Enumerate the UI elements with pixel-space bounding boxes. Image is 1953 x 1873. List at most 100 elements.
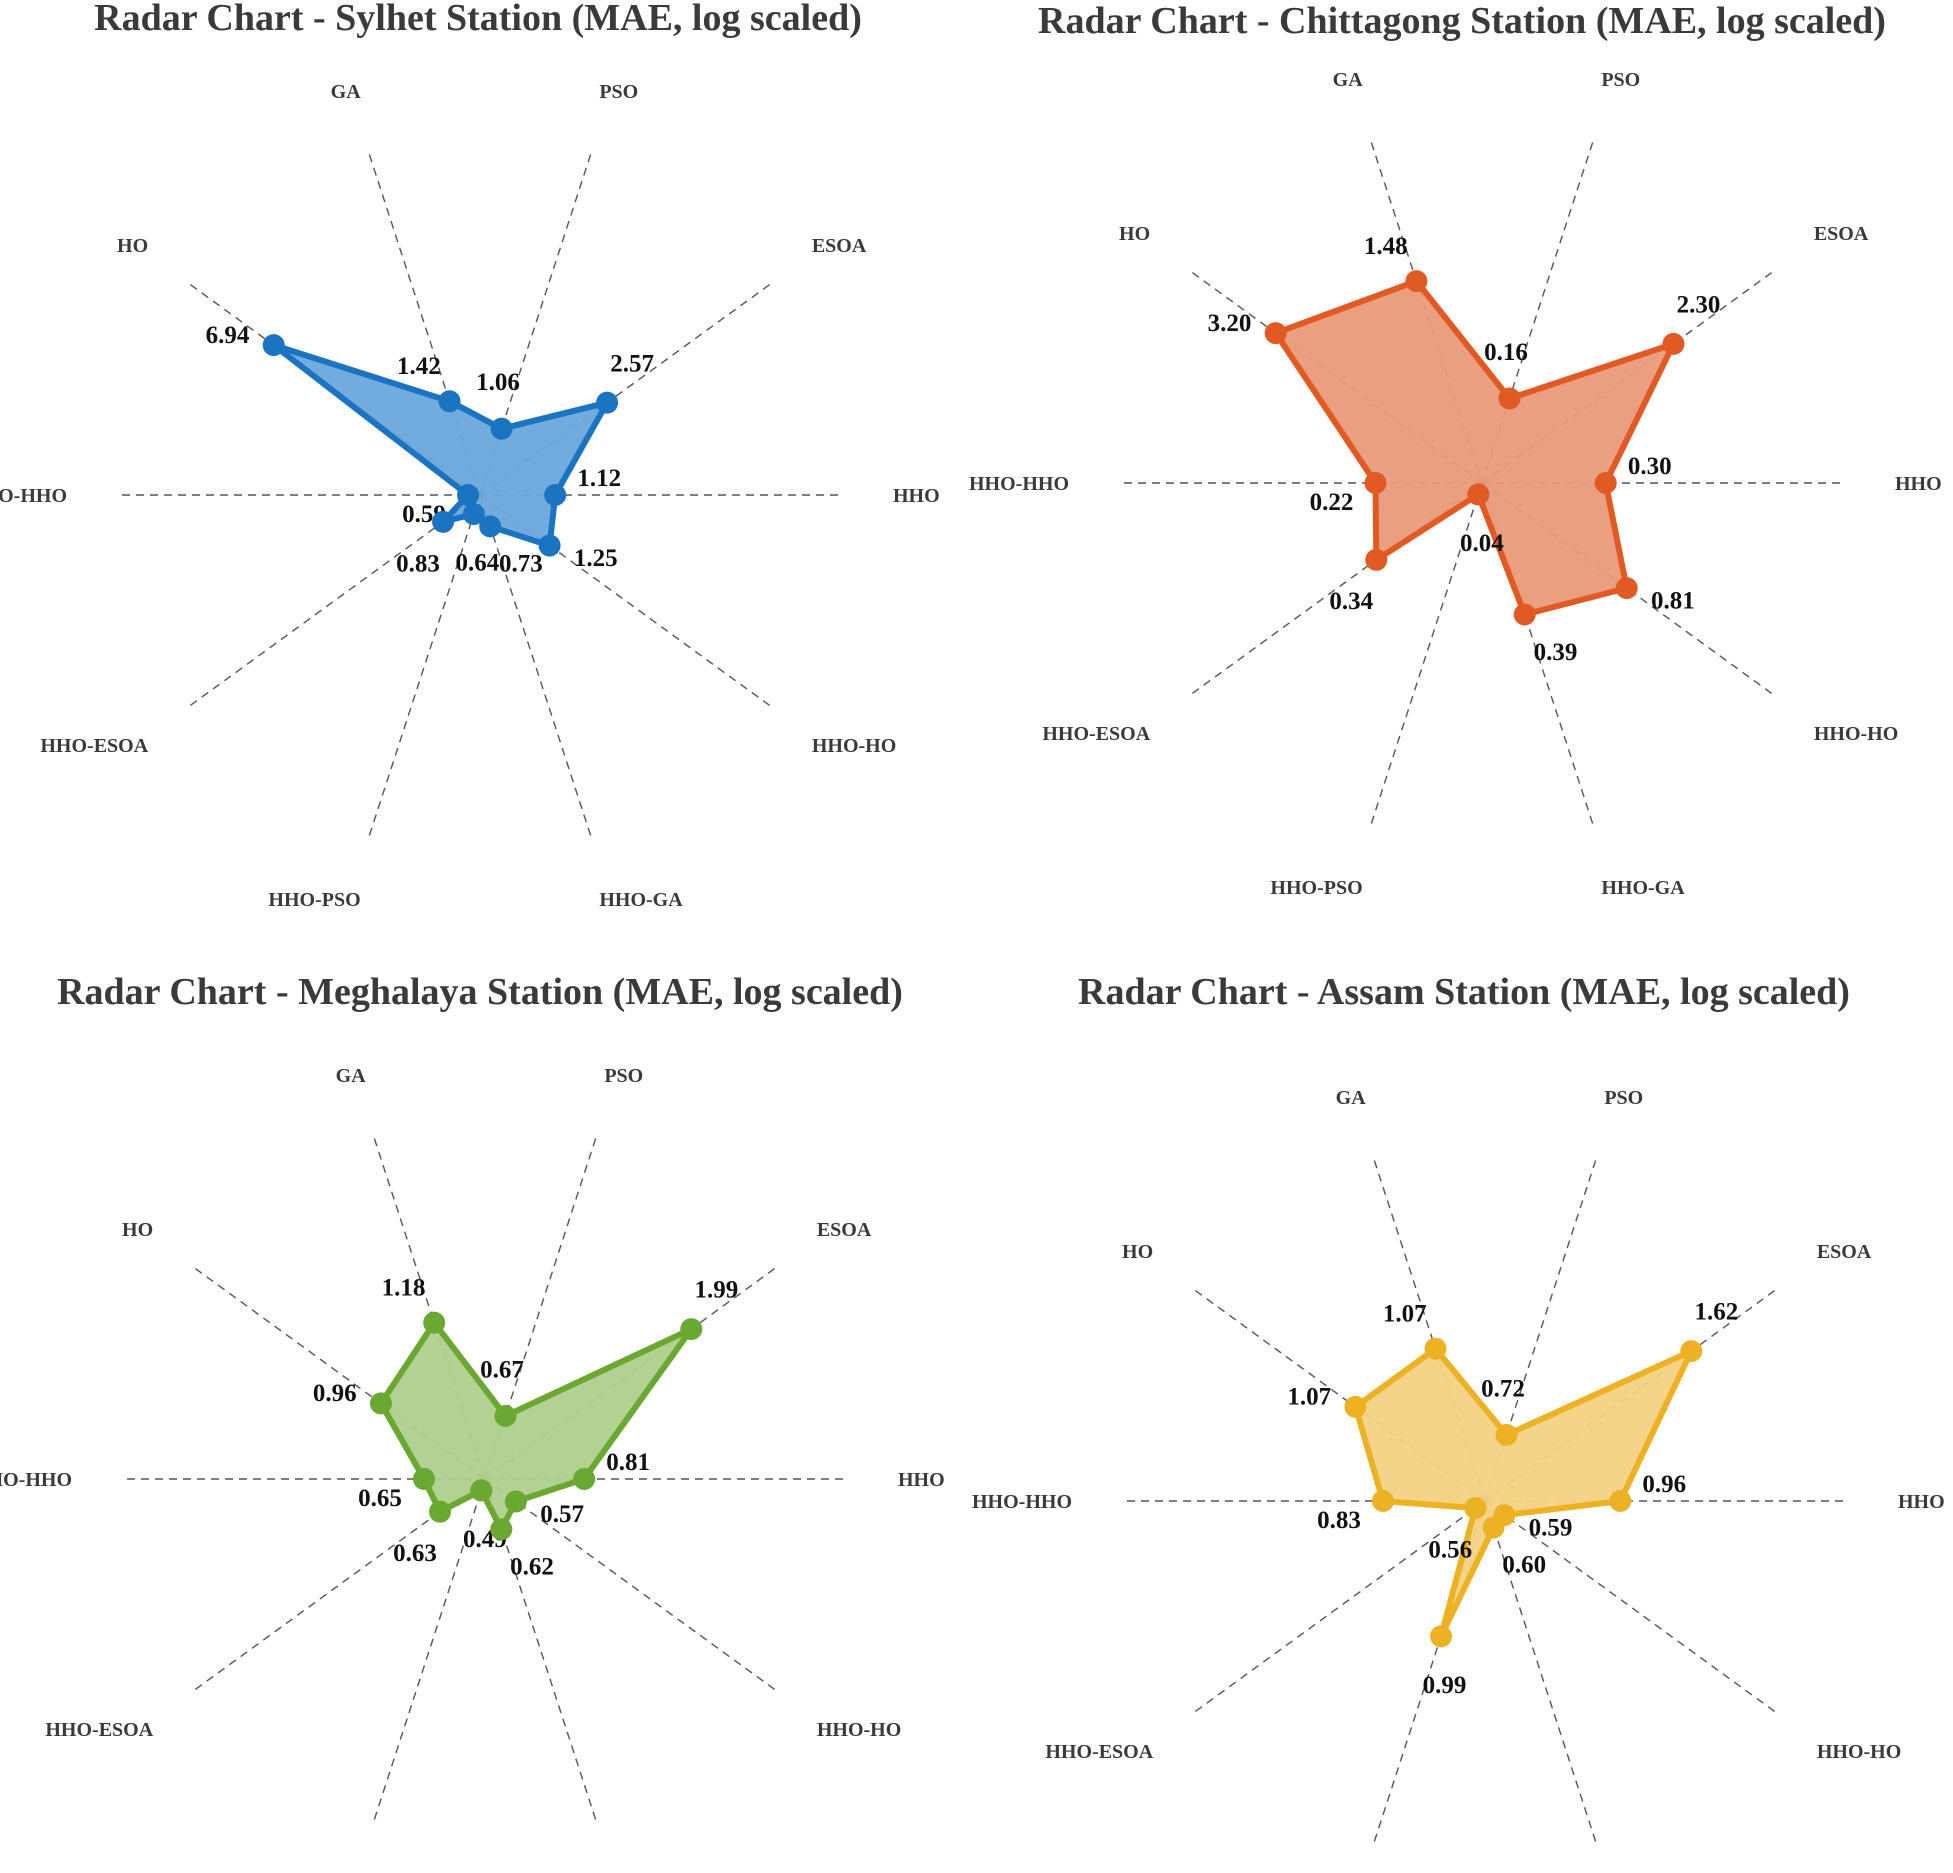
axis-label-hho-hho: HHO-HHO: [969, 473, 1069, 495]
axis-label-ga: GA: [1333, 69, 1364, 91]
data-label-hho: 0.30: [1628, 453, 1672, 480]
axis-label-esoa: ESOA: [812, 235, 867, 257]
data-label-ga: 1.48: [1364, 233, 1408, 260]
data-point-hho-hho: [1371, 1490, 1394, 1512]
data-label-hho: 0.96: [1642, 1471, 1686, 1498]
data-point-hho: [1594, 472, 1617, 494]
axis-label-hho-esoa: HHO-ESOA: [1042, 723, 1150, 745]
data-point-ho: [1344, 1395, 1367, 1418]
axis-spoke-hho-esoa: [188, 494, 481, 708]
data-point-hho-hho: [457, 484, 479, 506]
axis-label-hho-ga: HHO-GA: [599, 889, 683, 911]
axis-label-hho-ho: HHO-HO: [812, 735, 896, 757]
meghalaya-radar-chart: Radar Chart - Meghalaya Station (MAE, lo…: [0, 971, 945, 1822]
axis-spoke-hho-esoa: [1193, 1500, 1486, 1714]
data-point-hho-hho: [413, 1468, 436, 1490]
axis-label-hho: HHO: [1895, 473, 1942, 495]
axis-label-hho-esoa: HHO-ESOA: [40, 735, 148, 757]
data-point-hho-ga: [479, 515, 502, 538]
data-point-hho: [544, 484, 567, 506]
data-label-hho-ho: 0.81: [1651, 587, 1695, 614]
data-label-hho-hho: 0.22: [1310, 489, 1354, 516]
axis-label-ga: GA: [331, 81, 362, 103]
data-label-ho: 0.96: [313, 1380, 357, 1407]
axis-label-ho: HO: [1119, 223, 1150, 245]
data-label-hho-esoa: 0.34: [1329, 588, 1373, 615]
data-label-esoa: 1.62: [1694, 1299, 1738, 1326]
data-point-ga: [1424, 1337, 1447, 1360]
data-label-hho-ga: 0.39: [1534, 639, 1578, 666]
series-area: [378, 1319, 695, 1533]
data-point-esoa: [596, 391, 619, 414]
chart-title: Radar Chart - Chittagong Station (MAE, l…: [1038, 0, 1886, 42]
sylhet-radar-chart: Radar Chart - Sylhet Station (MAE, log s…: [0, 0, 940, 911]
data-point-hho-pso: [462, 503, 485, 526]
data-point-hho-esoa: [1365, 548, 1388, 571]
data-label-hho-ho: 1.25: [574, 545, 618, 572]
axis-label-hho-esoa: HHO-ESOA: [1045, 1741, 1153, 1763]
data-point-hho: [573, 1468, 596, 1490]
data-label-ga: 1.07: [1383, 1300, 1427, 1327]
data-point-pso: [494, 1404, 517, 1427]
data-point-esoa: [680, 1318, 703, 1341]
data-point-pso: [490, 417, 513, 440]
data-label-esoa: 2.57: [610, 350, 654, 377]
axis-label-hho-ho: HHO-HO: [1814, 723, 1898, 745]
data-label-esoa: 1.99: [694, 1277, 738, 1304]
data-point-hho-ho: [1615, 577, 1638, 600]
data-label-ga: 1.18: [382, 1274, 426, 1301]
data-point-esoa: [1680, 1340, 1703, 1363]
data-point-ga: [438, 390, 461, 413]
axis-label-esoa: ESOA: [817, 1219, 872, 1241]
axis-label-hho-ga: HHO-GA: [1601, 877, 1685, 899]
chart-title: Radar Chart - Meghalaya Station (MAE, lo…: [57, 971, 903, 1013]
axis-label-ga: GA: [336, 1065, 367, 1087]
axis-label-hho-hho: HHO-HHO: [0, 1469, 72, 1491]
data-label-hho-ho: 0.57: [540, 1501, 584, 1528]
axis-label-hho-ho: HHO-HO: [1817, 1741, 1901, 1763]
data-label-hho-pso: 0.64: [455, 549, 499, 576]
data-point-hho-pso: [1430, 1625, 1453, 1648]
axis-label-pso: PSO: [1601, 69, 1640, 91]
data-point-esoa: [1662, 332, 1685, 355]
data-point-hho-esoa: [429, 1500, 452, 1523]
data-label-hho-ga: 0.73: [499, 551, 543, 578]
axis-label-hho-pso: HHO-PSO: [1270, 877, 1362, 899]
axis-label-esoa: ESOA: [1814, 223, 1869, 245]
data-label-hho-esoa: 0.83: [396, 550, 440, 577]
data-label-hho-ga: 0.60: [1502, 1552, 1546, 1579]
axis-label-hho: HHO: [1898, 1491, 1945, 1513]
data-point-hho-esoa: [432, 510, 455, 533]
data-label-hho: 1.12: [577, 465, 621, 492]
axis-spoke-hho-ho: [484, 1478, 777, 1692]
data-label-hho-esoa: 0.63: [393, 1540, 437, 1567]
data-point-pso: [1495, 1423, 1518, 1446]
axis-label-hho-ho: HHO-HO: [817, 1719, 901, 1741]
data-point-ga: [1405, 270, 1428, 293]
data-label-esoa: 2.30: [1677, 291, 1721, 318]
axis-spoke-hho-pso: [368, 494, 481, 838]
data-point-hho-esoa: [1464, 1497, 1487, 1520]
chart-title: Radar Chart - Assam Station (MAE, log sc…: [1078, 971, 1850, 1013]
data-point-ho: [369, 1392, 392, 1415]
axis-label-ho: HO: [1122, 1241, 1153, 1263]
axis-spoke-hho-ga: [479, 494, 592, 838]
data-label-hho-ho: 0.59: [1529, 1514, 1573, 1541]
data-point-hho-ga: [490, 1518, 513, 1541]
data-label-ho: 6.94: [206, 322, 250, 349]
data-label-ho: 3.20: [1208, 310, 1252, 337]
data-label-hho: 0.81: [606, 1449, 650, 1476]
axis-label-hho-hho: HHO-HHO: [0, 485, 67, 507]
data-point-pso: [1498, 387, 1521, 410]
data-label-ho: 1.07: [1287, 1384, 1331, 1411]
assam-radar-chart: Radar Chart - Assam Station (MAE, log sc…: [972, 971, 1945, 1844]
axis-label-pso: PSO: [1604, 1087, 1643, 1109]
data-point-ga: [423, 1311, 446, 1334]
series-area: [1272, 278, 1677, 618]
data-point-ho: [1264, 322, 1287, 345]
axis-spoke-hho-pso: [1370, 482, 1483, 826]
data-point-hho: [1609, 1490, 1632, 1512]
data-label-hho-hho: 0.65: [358, 1485, 402, 1512]
data-label-pso: 0.72: [1481, 1376, 1525, 1403]
data-label-hho-pso: 0.99: [1423, 1672, 1467, 1699]
